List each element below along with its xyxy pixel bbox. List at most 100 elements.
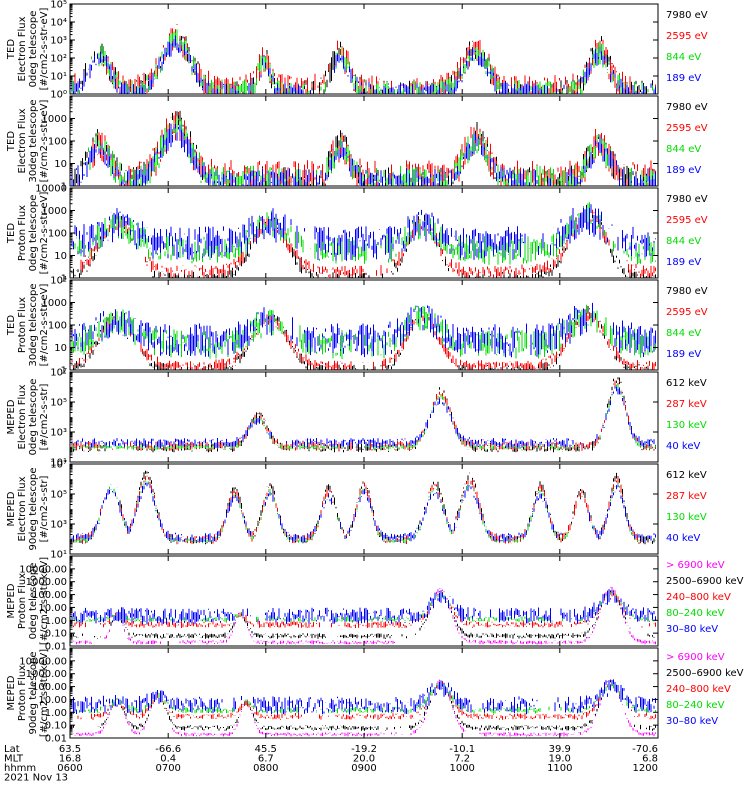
- legend-entry: 612 keV: [666, 378, 707, 389]
- y-tick-label: 10¹: [50, 72, 67, 83]
- legend-entry: 80–240 keV: [666, 608, 725, 619]
- y-tick-label: 0.10: [45, 629, 67, 640]
- legend-entry: 287 keV: [666, 399, 707, 410]
- footer-row-label: MLT: [4, 754, 24, 765]
- footer-mlt-value: 0.4: [160, 754, 176, 765]
- footer-hhmm-value: 0900: [351, 763, 376, 774]
- y-tick-label: 10: [54, 251, 67, 262]
- series-trace-8-3: [77, 682, 656, 720]
- y-axis-label: 30deg telescope: [28, 283, 39, 366]
- y-tick-label: 100.00: [32, 590, 67, 601]
- footer-lat-value: 39.9: [549, 744, 571, 755]
- panel-frame: [69, 463, 659, 555]
- y-axis-label: 0deg telescope: [28, 563, 39, 640]
- y-tick-label: 100.00: [32, 682, 67, 693]
- legend-entry: 189 eV: [666, 349, 701, 360]
- y-axis-label: 0deg telescope: [28, 379, 39, 456]
- series-trace-4-3: [71, 304, 656, 359]
- footer-mlt-value: 16.8: [59, 754, 81, 765]
- series-trace-1-3: [71, 29, 655, 94]
- y-axis-label: [#/cm2-s-str-eV]: [39, 284, 50, 367]
- panel-6: 612 keV 287 keV 130 keV 40 keV 10¹ 10³ 10⁵ 10⁷ M…: [6, 460, 707, 561]
- footer-mlt-value: 6.8: [642, 754, 658, 765]
- series-trace-5-2: [71, 380, 656, 451]
- footer-hhmm-value: 1200: [633, 763, 658, 774]
- footer-lat-value: -19.2: [351, 744, 377, 755]
- legend-entry: 7980 eV: [666, 286, 708, 297]
- y-tick-label: 10⁴: [50, 18, 67, 29]
- series-trace-7-5: [71, 589, 656, 625]
- footer-date: 2021 Nov 13: [4, 773, 68, 784]
- legend-entry: 7980 eV: [666, 194, 708, 205]
- series-trace-3-2: [80, 209, 656, 278]
- legend-entry: 240–800 keV: [666, 592, 731, 603]
- footer-row-label: Lat: [4, 744, 20, 755]
- y-axis-label: Proton Flux: [17, 205, 28, 261]
- y-axis-label: Electron Flux: [17, 108, 28, 173]
- series-trace-1-4: [71, 35, 656, 94]
- y-axis-label: [#/cm2-s-str-eV]: [39, 192, 50, 275]
- y-axis-label: 90deg telescope: [28, 651, 39, 734]
- y-tick-label: 10⁵: [50, 0, 67, 11]
- y-tick-label: 10000: [35, 184, 67, 195]
- series-trace-8-2: [73, 680, 656, 731]
- legend-entry: 40 keV: [666, 533, 700, 544]
- y-tick-label: 10⁰: [50, 90, 67, 101]
- y-tick-label: 10²: [50, 54, 67, 65]
- series-trace-8-1: [71, 679, 656, 737]
- y-axis-label: [#/cm2-s-str-eV]: [39, 8, 50, 91]
- y-tick-label: 10000.00: [19, 564, 67, 575]
- y-axis-label: Proton Flux: [17, 573, 28, 629]
- legend-entry: 30–80 keV: [666, 624, 718, 635]
- y-tick-label: 1000: [42, 206, 67, 217]
- footer-lat-value: -10.1: [449, 744, 475, 755]
- legend-entry: 7980 eV: [666, 10, 708, 21]
- panel-8: > 6900 keV 2500–6900 keV 240–800 keV 80–240…: [6, 647, 744, 745]
- series-trace-2-4: [71, 123, 656, 186]
- legend-entry: 189 eV: [666, 257, 701, 268]
- y-axis-label: MEPED: [6, 491, 17, 526]
- y-axis-label: 30deg telescope: [28, 99, 39, 182]
- y-tick-label: 0.10: [45, 721, 67, 732]
- legend-entry: 2595 eV: [666, 31, 708, 42]
- y-tick-label: 1.00: [45, 616, 67, 627]
- y-axis-label: Electron Flux: [17, 476, 28, 541]
- footer-mlt-value: 6.7: [258, 754, 274, 765]
- y-tick-label: 10³: [50, 36, 67, 47]
- legend-entry: 844 eV: [666, 328, 701, 339]
- y-tick-label: 10000.00: [19, 656, 67, 667]
- footer-hhmm-value: 1100: [547, 763, 572, 774]
- y-axis-label: Electron Flux: [17, 384, 28, 449]
- panel-2: 7980 eV 2595 eV 844 eV 189 eV 1 10 100 1000 TED E…: [6, 95, 708, 193]
- legend-entry: 130 keV: [666, 420, 707, 431]
- panel-4: 7980 eV 2595 eV 844 eV 189 eV 1 10 100 1000 10⁴ T…: [6, 276, 708, 377]
- legend-entry: 189 eV: [666, 73, 701, 84]
- y-tick-label: 100: [48, 137, 67, 148]
- series-trace-6-2: [71, 475, 649, 545]
- y-tick-label: 10⁷: [50, 368, 67, 379]
- series-trace-7-4: [71, 591, 656, 623]
- y-tick-label: 1.00: [45, 708, 67, 719]
- y-axis-label: Electron Flux: [17, 16, 28, 81]
- y-tick-label: 100: [48, 229, 67, 240]
- series-trace-5-3: [71, 384, 656, 450]
- footer-mlt-value: 19.0: [549, 754, 571, 765]
- footer-hhmm-value: 0800: [253, 763, 278, 774]
- y-tick-label: 10: [54, 159, 67, 170]
- panel-frame: [69, 555, 659, 647]
- y-axis-label: [#/cm2-s-str-keV]: [39, 557, 50, 645]
- legend-entry: > 6900 keV: [666, 560, 725, 571]
- legend-entry: 844 eV: [666, 236, 701, 247]
- y-tick-label: 10: [54, 343, 67, 354]
- series-trace-5-4: [71, 386, 656, 448]
- y-axis-label: TED: [6, 223, 17, 244]
- series-trace-1-2: [71, 24, 656, 94]
- y-tick-label: 10³: [50, 520, 67, 531]
- series-trace-3-4: [71, 204, 656, 261]
- y-tick-label: 1000.00: [26, 669, 67, 680]
- y-axis-label: TED: [6, 315, 17, 336]
- footer-lat-value: 45.5: [255, 744, 277, 755]
- legend-entry: 30–80 keV: [666, 716, 718, 727]
- series-trace-6-4: [71, 482, 656, 543]
- series-trace-1-1: [71, 35, 655, 94]
